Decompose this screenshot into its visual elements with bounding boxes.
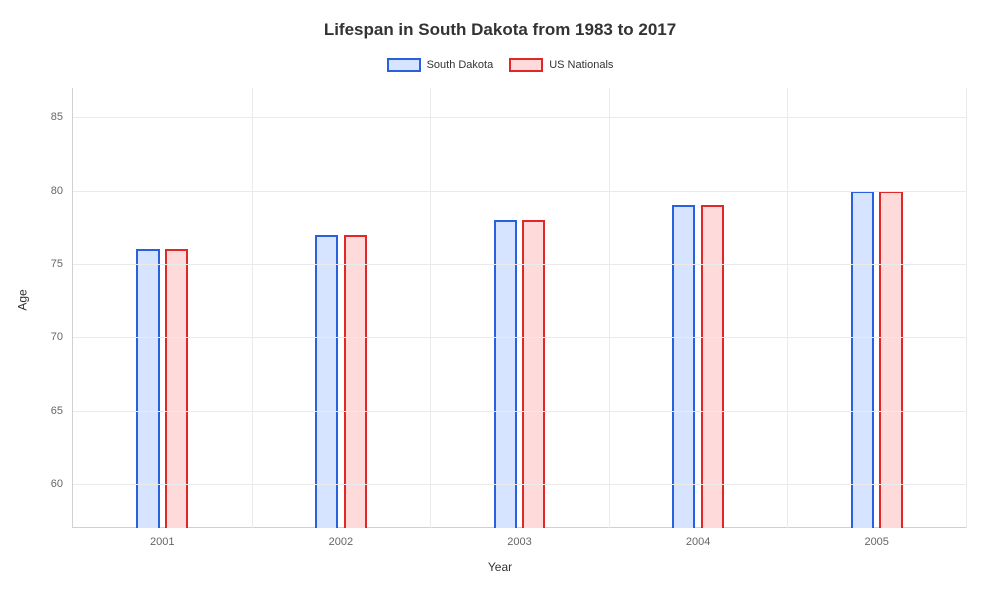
legend: South Dakota US Nationals bbox=[20, 58, 980, 72]
grid-line bbox=[73, 484, 966, 485]
x-tick-label: 2002 bbox=[329, 536, 353, 548]
bar bbox=[879, 191, 902, 528]
grid-line bbox=[73, 117, 966, 118]
category-divider bbox=[787, 88, 788, 528]
bar bbox=[165, 249, 188, 528]
category-divider bbox=[966, 88, 967, 528]
bar bbox=[701, 205, 724, 528]
x-axis-label: Year bbox=[20, 560, 980, 574]
legend-label-us-nationals: US Nationals bbox=[549, 59, 613, 71]
x-tick-label: 2005 bbox=[864, 536, 888, 548]
legend-item-us-nationals: US Nationals bbox=[509, 58, 613, 72]
bar bbox=[851, 191, 874, 528]
y-tick-label: 70 bbox=[51, 331, 63, 343]
grid-line bbox=[73, 191, 966, 192]
x-tick-label: 2001 bbox=[150, 536, 174, 548]
category-divider bbox=[609, 88, 610, 528]
bar bbox=[672, 205, 695, 528]
y-tick-label: 60 bbox=[51, 478, 63, 490]
x-tick-label: 2004 bbox=[686, 536, 710, 548]
y-tick-label: 75 bbox=[51, 258, 63, 270]
y-tick-label: 85 bbox=[51, 111, 63, 123]
x-tick-label: 2003 bbox=[507, 536, 531, 548]
legend-swatch-us-nationals bbox=[509, 58, 543, 72]
legend-swatch-south-dakota bbox=[387, 58, 421, 72]
bar bbox=[136, 249, 159, 528]
y-tick-label: 65 bbox=[51, 405, 63, 417]
grid-line bbox=[73, 411, 966, 412]
category-divider bbox=[252, 88, 253, 528]
plot-area: 60657075808520012002200320042005 bbox=[72, 88, 966, 528]
legend-label-south-dakota: South Dakota bbox=[427, 59, 494, 71]
legend-item-south-dakota: South Dakota bbox=[387, 58, 494, 72]
bar bbox=[522, 220, 545, 528]
grid-line bbox=[73, 337, 966, 338]
grid-line bbox=[73, 264, 966, 265]
bar bbox=[494, 220, 517, 528]
category-divider bbox=[430, 88, 431, 528]
chart-container: Lifespan in South Dakota from 1983 to 20… bbox=[0, 0, 1000, 600]
bars-layer bbox=[73, 88, 966, 528]
y-tick-label: 80 bbox=[51, 185, 63, 197]
y-axis-label: Age bbox=[16, 289, 30, 310]
chart-title: Lifespan in South Dakota from 1983 to 20… bbox=[20, 20, 980, 40]
